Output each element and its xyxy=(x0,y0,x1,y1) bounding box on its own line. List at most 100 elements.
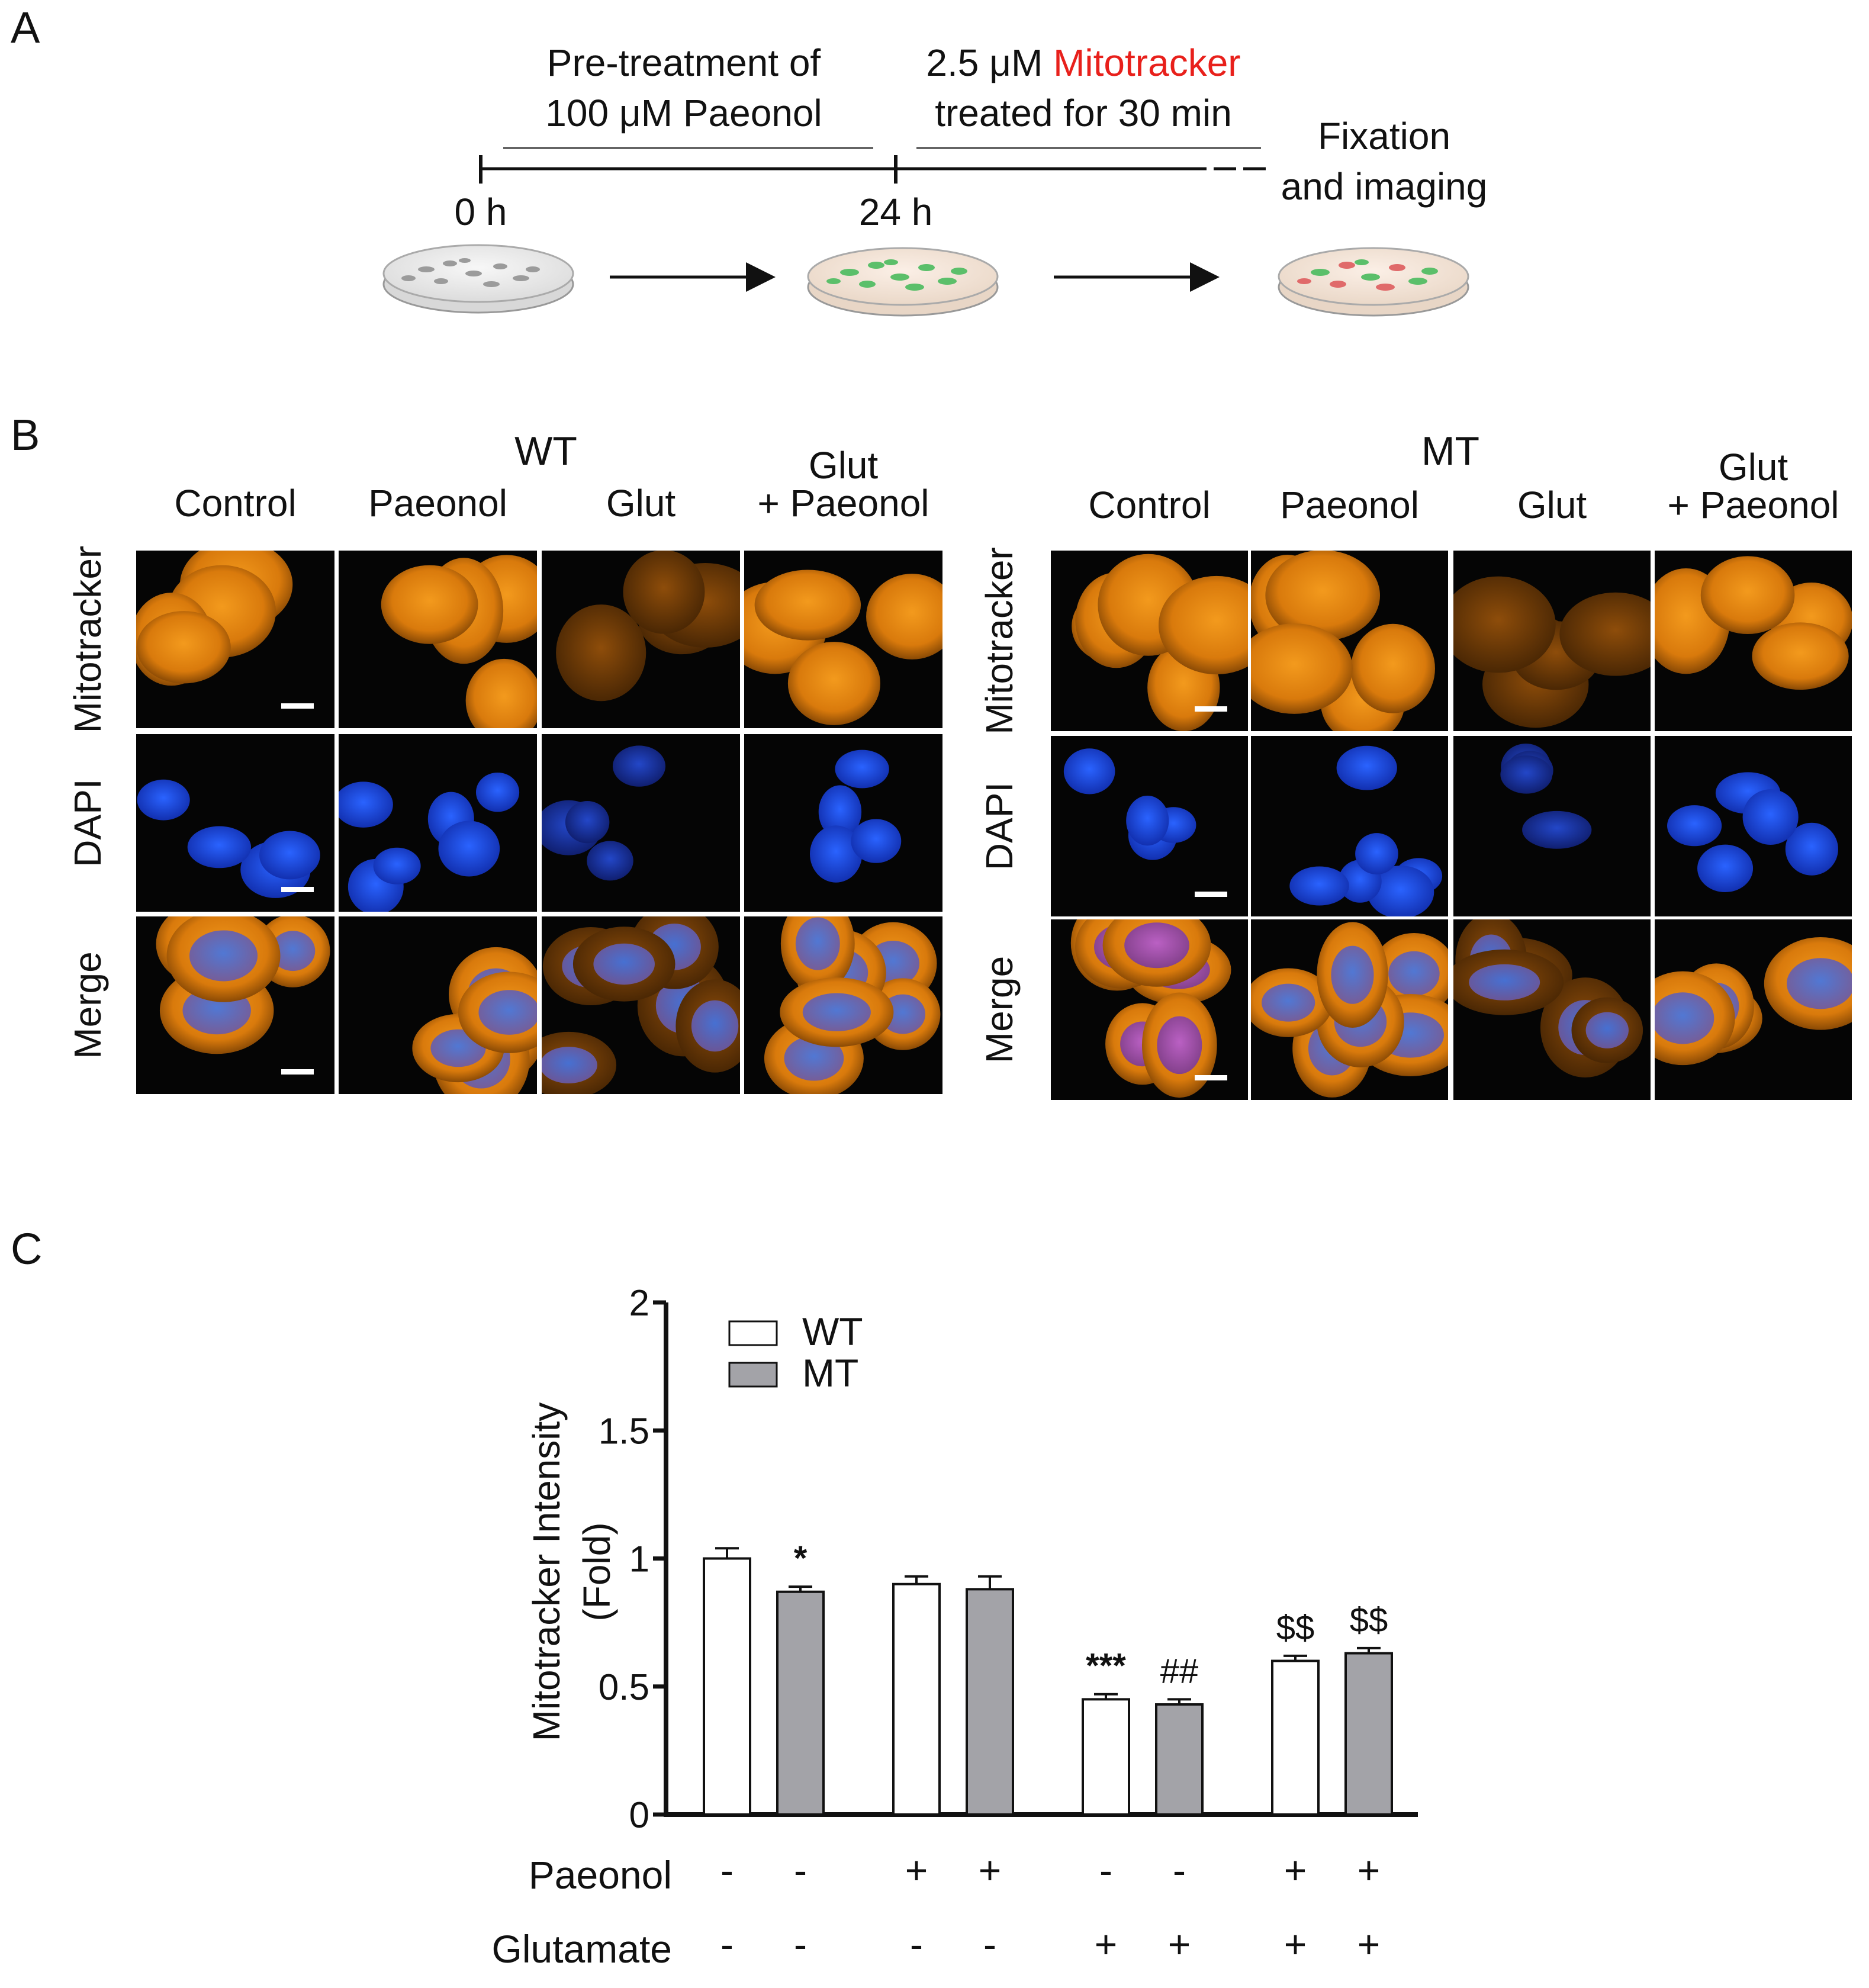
merge-nucleus xyxy=(1331,945,1374,1004)
panel-label-b: B xyxy=(11,410,40,459)
treatment-mark: + xyxy=(905,1848,928,1892)
dish-start xyxy=(382,244,574,314)
merge-nucleus xyxy=(593,943,655,985)
merge-nucleus xyxy=(1262,983,1315,1022)
nucleus xyxy=(1785,822,1838,876)
col-label-wt-1: Paeonol xyxy=(368,482,507,525)
micrograph-wt-dapi-2 xyxy=(542,734,740,912)
mito-cell xyxy=(787,642,880,725)
tile-cells xyxy=(381,555,537,728)
nucleus xyxy=(373,847,421,884)
treatment-mark: - xyxy=(1173,1848,1186,1892)
treatment-mark: + xyxy=(1357,1848,1381,1892)
treatment-mark: + xyxy=(1095,1922,1118,1966)
tile-cells xyxy=(1655,937,1852,1066)
bar-wt-2 xyxy=(1082,1698,1130,1816)
micrograph-mt-dapi-0 xyxy=(1051,736,1248,916)
y-tick-label: 2 xyxy=(629,1283,649,1324)
row-label-mt-mito: Mitotracker xyxy=(978,547,1021,735)
col-label-wt-0: Control xyxy=(174,482,296,525)
nucleus xyxy=(1697,844,1754,893)
bar-wt-1 xyxy=(892,1582,941,1816)
micrograph-wt-dapi-0 xyxy=(136,734,334,912)
micrograph-wt-merge-2 xyxy=(542,916,740,1094)
merge-nucleus xyxy=(1655,992,1714,1044)
micrograph-wt-merge-3 xyxy=(744,916,942,1094)
tile-cells xyxy=(744,570,942,725)
mito-cell xyxy=(1752,622,1849,690)
col-label-wt-glut: Glut xyxy=(809,444,879,487)
bar-mt-1 xyxy=(966,1588,1014,1816)
nucleus xyxy=(1355,833,1398,875)
micrograph-mt-mito-2 xyxy=(1453,551,1651,731)
mito-cell xyxy=(136,611,231,684)
tile-cells xyxy=(1251,551,1435,731)
nucleus xyxy=(137,779,190,821)
mito-cell xyxy=(1453,576,1556,673)
row-label-wt-merge: Merge xyxy=(66,951,109,1059)
micrograph-wt-merge-0 xyxy=(136,916,334,1094)
time-0h: 0 h xyxy=(455,191,507,233)
legend-label-wt: WT xyxy=(802,1310,863,1353)
mito-cell xyxy=(556,604,646,702)
group-label-mt: MT xyxy=(1421,429,1479,474)
legend-swatch-mt xyxy=(728,1362,778,1388)
legend-swatch-wt xyxy=(728,1320,778,1346)
nucleus xyxy=(438,821,500,877)
panel-label-c: C xyxy=(11,1224,42,1273)
row-label-mt-merge: Merge xyxy=(978,956,1021,1063)
nucleus xyxy=(835,749,889,789)
y-tick-label: 0.5 xyxy=(599,1667,649,1708)
significance-label: * xyxy=(794,1539,808,1578)
legend-label-mt: MT xyxy=(802,1351,858,1395)
mito-cell xyxy=(866,574,942,660)
micrograph-wt-merge-1 xyxy=(339,916,537,1094)
tile-cells xyxy=(764,916,941,1094)
nucleus xyxy=(612,745,666,787)
mito-cell xyxy=(381,565,478,644)
micrograph-wt-mito-3 xyxy=(744,551,942,728)
dish-paeonol xyxy=(807,247,999,317)
treatment-mark: - xyxy=(1099,1848,1112,1892)
bar-mt-0 xyxy=(776,1590,825,1816)
mito-cell xyxy=(1350,623,1435,713)
significance-label: *** xyxy=(1086,1647,1126,1685)
bar-chart: 0 0.5 1 1.5 2 Mitotracker Intensity (Fold) WTMT… xyxy=(492,1283,1418,1971)
y-tick-label: 0 xyxy=(629,1795,649,1836)
col-label-mt-1: Paeonol xyxy=(1280,484,1419,526)
tile-cells xyxy=(1072,554,1248,731)
nucleus xyxy=(851,819,902,863)
treatment-mark: + xyxy=(1284,1922,1307,1966)
nucleus xyxy=(1289,866,1349,906)
stain-highlight: Mitotracker xyxy=(1053,41,1241,84)
nucleus xyxy=(818,785,862,839)
scale-bar xyxy=(281,1069,314,1075)
nucleus xyxy=(1667,805,1722,847)
row-label-mt-dapi: DAPI xyxy=(978,782,1021,870)
pretreat-line2: 100 μM Paeonol xyxy=(545,92,822,134)
significance-label: $$ xyxy=(1276,1609,1315,1647)
micrograph-wt-mito-0 xyxy=(136,551,334,728)
tile-cells xyxy=(1453,576,1651,728)
treatment-mark: - xyxy=(983,1922,996,1966)
tile-cells xyxy=(542,745,666,881)
stain-line1: 2.5 μM Mitotracker xyxy=(926,41,1240,84)
tile-cells xyxy=(1063,748,1196,860)
merge-nucleus xyxy=(542,1047,597,1084)
treatment-label-glutamate: Glutamate xyxy=(492,1927,672,1971)
mito-cell xyxy=(623,551,705,634)
tile-cells xyxy=(137,779,320,898)
tile-cells xyxy=(1667,772,1838,893)
tile-cells xyxy=(542,916,740,1094)
nucleus xyxy=(1742,789,1799,845)
merge-nucleus xyxy=(1786,958,1852,1009)
micrograph-wt-mito-1 xyxy=(339,551,537,728)
fixation-line1: Fixation xyxy=(1318,115,1450,157)
y-tick-label: 1.5 xyxy=(599,1411,649,1452)
stain-line2: treated for 30 min xyxy=(935,92,1232,134)
micrograph-mt-dapi-1 xyxy=(1251,736,1448,916)
tile-cells xyxy=(1289,745,1443,916)
mito-cell xyxy=(754,570,861,641)
y-axis-label: Mitotracker Intensity xyxy=(525,1402,568,1742)
